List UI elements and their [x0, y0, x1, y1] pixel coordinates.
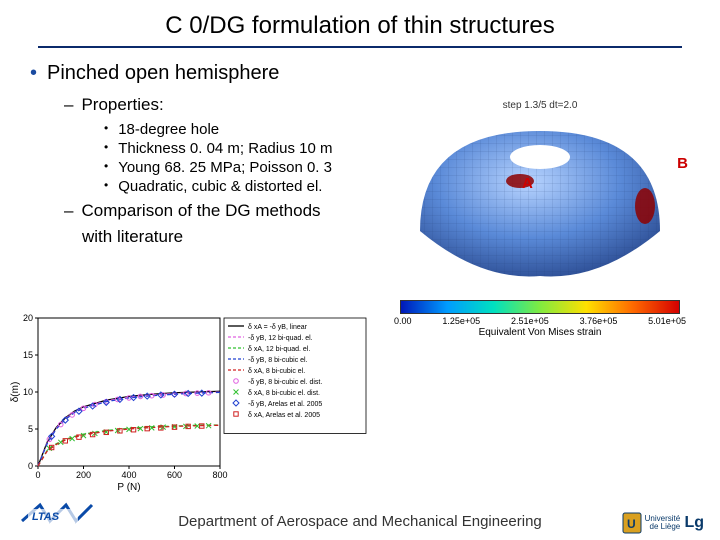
prop-3: Quadratic, cubic & distorted el.: [118, 178, 322, 195]
svg-text:-δ yB, Arelas et al. 2005: -δ yB, Arelas et al. 2005: [248, 401, 322, 408]
slide-title: C 0/DG formulation of thin structures: [0, 0, 720, 40]
cb-tick: 1.25e+05: [442, 316, 480, 326]
bullet-icon: •: [104, 178, 108, 195]
cb-tick: 3.76e+05: [580, 316, 618, 326]
cb-tick: 0.00: [394, 316, 412, 326]
svg-text:10: 10: [23, 387, 33, 397]
uni-name-2: de Liège: [650, 522, 681, 531]
svg-text:-δ yB, 12 bi-quad. el.: -δ yB, 12 bi-quad. el.: [248, 335, 313, 342]
svg-text:5: 5: [28, 424, 33, 434]
prop-1: Thickness 0. 04 m; Radius 10 m: [118, 140, 332, 157]
prop-0: 18-degree hole: [118, 121, 219, 138]
bullet-icon: •: [104, 159, 108, 176]
svg-text:δ(m): δ(m): [10, 382, 21, 403]
colorbar-gradient: [400, 300, 680, 314]
svg-text:400: 400: [121, 470, 136, 480]
svg-text:0: 0: [35, 470, 40, 480]
dash-icon: –: [64, 201, 73, 221]
bullet-icon: •: [104, 121, 108, 138]
svg-text:-δ yB, 8 bi-cubic el.: -δ yB, 8 bi-cubic el.: [248, 357, 308, 364]
svg-text:U: U: [627, 517, 636, 531]
svg-text:200: 200: [76, 470, 91, 480]
convergence-chart: 0 200 400 600 800 0 5 10 15 20 P (N) δ(m) δ xA = -δ …: [10, 312, 370, 492]
sub1-text: Properties:: [81, 95, 163, 115]
colorbar-label: Equivalent Von Mises strain: [390, 327, 690, 338]
svg-text:P (N): P (N): [117, 482, 140, 492]
colorbar-ticks: 0.00 1.25e+05 2.51e+05 3.76e+05 5.01e+05: [390, 316, 690, 326]
cb-tick: 2.51e+05: [511, 316, 549, 326]
cb-tick: 5.01e+05: [648, 316, 686, 326]
bullet-icon: •: [30, 63, 37, 83]
svg-text:δ xA, 8 bi-cubic el.: δ xA, 8 bi-cubic el.: [248, 368, 305, 375]
svg-text:0: 0: [28, 461, 33, 471]
svg-text:δ xA, Arelas et al. 2005: δ xA, Arelas et al. 2005: [248, 412, 320, 419]
main-bullet-text: Pinched open hemisphere: [47, 62, 279, 85]
svg-text:20: 20: [23, 313, 33, 323]
sub2a-text: Comparison of the DG methods: [81, 201, 320, 221]
main-bullet: • Pinched open hemisphere: [30, 62, 690, 85]
svg-text:LTAS: LTAS: [32, 511, 60, 523]
sub2b-text: with literature: [82, 227, 183, 247]
lg-icon: Lg: [684, 514, 704, 531]
dash-icon: –: [64, 95, 73, 115]
svg-text:15: 15: [23, 350, 33, 360]
svg-text:800: 800: [212, 470, 227, 480]
svg-text:-δ yB, 8 bi-cubic el. dist.: -δ yB, 8 bi-cubic el. dist.: [248, 379, 322, 386]
svg-text:δ xA = -δ yB, linear: δ xA = -δ yB, linear: [248, 324, 308, 331]
footer-text: Department of Aerospace and Mechanical E…: [0, 513, 720, 530]
hemi-caption: step 1.3/5 dt=2.0: [390, 100, 690, 111]
hemisphere-figure: step 1.3/5 dt=2.0 A B: [390, 100, 690, 286]
svg-text:δ xA, 8 bi-cubic el. dist.: δ xA, 8 bi-cubic el. dist.: [248, 390, 320, 397]
university-logo: U Université de Liège Lg: [622, 512, 704, 534]
hemisphere-svg: [400, 111, 680, 281]
svg-text:600: 600: [167, 470, 182, 480]
hemi-label-a: A: [522, 175, 533, 192]
svg-text:δ xA, 12 bi-quad. el.: δ xA, 12 bi-quad. el.: [248, 346, 310, 353]
colorbar: 0.00 1.25e+05 2.51e+05 3.76e+05 5.01e+05…: [390, 300, 690, 338]
ltas-logo: LTAS: [20, 499, 100, 532]
bullet-icon: •: [104, 140, 108, 157]
prop-2: Young 68. 25 MPa; Poisson 0. 3: [118, 159, 332, 176]
hemi-label-b: B: [677, 155, 688, 172]
